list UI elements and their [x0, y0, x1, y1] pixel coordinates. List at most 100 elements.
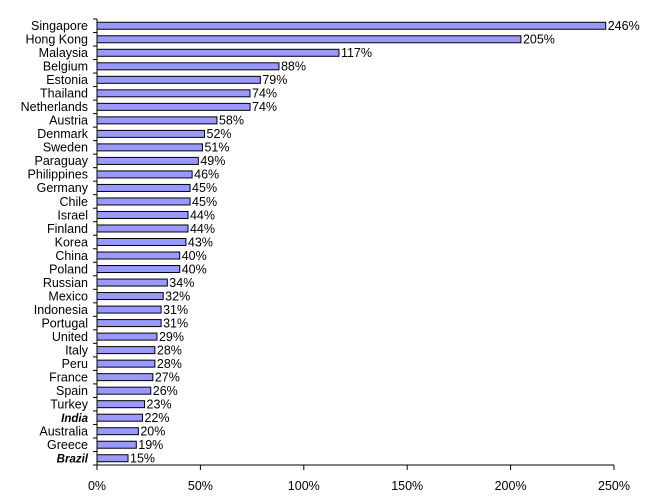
bar-united [96, 332, 158, 341]
value-label: 44% [190, 222, 215, 236]
value-label: 15% [130, 452, 155, 466]
category-label: Israel [57, 208, 88, 222]
value-label: 34% [169, 276, 194, 290]
bar-estonia [96, 75, 261, 84]
bar-germany [96, 183, 191, 192]
value-label: 74% [252, 87, 277, 101]
x-tick-label: 150% [391, 479, 423, 493]
value-label: 58% [219, 114, 244, 128]
category-label: Paraguay [34, 154, 88, 168]
bar-peru [96, 359, 156, 368]
bar-belgium [96, 62, 280, 71]
category-label: Malaysia [39, 46, 88, 60]
bar-denmark [96, 129, 206, 138]
value-label: 23% [147, 397, 172, 411]
category-label: Sweden [43, 141, 88, 155]
category-label: Netherlands [21, 100, 88, 114]
value-label: 22% [145, 411, 170, 425]
value-label: 31% [163, 316, 188, 330]
bar-singapore [96, 21, 607, 30]
value-label: 51% [204, 141, 229, 155]
category-label: Australia [39, 425, 88, 439]
category-label: Spain [56, 384, 88, 398]
value-label: 32% [165, 289, 190, 303]
value-label: 28% [157, 357, 182, 371]
bar-australia [96, 427, 139, 436]
x-tick-label: 50% [188, 479, 213, 493]
bar-spain [96, 386, 152, 395]
value-label: 27% [155, 370, 180, 384]
value-label: 88% [281, 60, 306, 74]
category-label: Singapore [31, 19, 88, 33]
category-label: Indonesia [34, 303, 88, 317]
category-label: Korea [55, 235, 88, 249]
bar-philippines [96, 170, 193, 179]
bar-france [96, 373, 154, 382]
x-tick-label: 200% [495, 479, 527, 493]
value-label: 45% [192, 181, 217, 195]
bars-group [96, 21, 607, 463]
value-label: 46% [194, 168, 219, 182]
x-tick-label: 100% [288, 479, 320, 493]
category-label: Germany [37, 181, 89, 195]
category-label: Turkey [50, 397, 88, 411]
axes-group: Singapore 246% Hong Kong 205% Malaysia 117% Be… [21, 18, 640, 493]
value-label: 40% [182, 249, 207, 263]
value-label: 49% [200, 154, 225, 168]
category-label: Denmark [37, 127, 88, 141]
bar-italy [96, 346, 156, 355]
category-label: India [61, 413, 88, 425]
value-label: 52% [207, 127, 232, 141]
bar-poland [96, 265, 181, 274]
category-label: Portugal [41, 316, 88, 330]
value-label: 74% [252, 100, 277, 114]
bar-turkey [96, 400, 146, 409]
bar-netherlands [96, 102, 251, 111]
category-label: Brazil [57, 454, 89, 466]
x-tick-label: 0% [88, 479, 106, 493]
bar-paraguay [96, 156, 199, 165]
category-label: Poland [49, 262, 88, 276]
bar-hong-kong [96, 35, 522, 44]
category-label: United [52, 330, 88, 344]
bar-chile [96, 197, 191, 206]
x-tick-label: 250% [598, 479, 630, 493]
category-label: Estonia [46, 73, 88, 87]
bar-finland [96, 224, 189, 233]
value-label: 40% [182, 262, 207, 276]
category-label: Italy [65, 343, 89, 357]
value-label: 20% [140, 425, 165, 439]
bar-russian [96, 278, 168, 287]
category-label: Austria [49, 114, 88, 128]
value-label: 43% [188, 235, 213, 249]
bar-austria [96, 116, 218, 125]
value-label: 205% [523, 33, 555, 47]
category-label: Chile [60, 195, 89, 209]
bar-india [96, 413, 143, 422]
bar-brazil [96, 454, 129, 463]
category-label: Finland [47, 222, 88, 236]
bar-indonesia [96, 305, 162, 314]
value-label: 28% [157, 343, 182, 357]
category-label: Thailand [40, 87, 88, 101]
bar-sweden [96, 143, 203, 152]
bar-korea [96, 238, 187, 246]
value-label: 31% [163, 303, 188, 317]
bar-malaysia [96, 48, 340, 57]
category-label: France [49, 370, 88, 384]
bar-greece [96, 440, 137, 449]
bar-china [96, 251, 181, 260]
value-label: 44% [190, 208, 215, 222]
category-label: Philippines [28, 168, 88, 182]
category-label: China [55, 249, 88, 263]
value-label: 26% [153, 384, 178, 398]
category-label: Russian [43, 276, 88, 290]
category-label: Mexico [48, 289, 88, 303]
category-label: Belgium [43, 60, 88, 74]
bar-mexico [96, 292, 164, 301]
category-label: Hong Kong [25, 33, 88, 47]
bar-israel [96, 210, 189, 219]
value-label: 79% [262, 73, 287, 87]
bar-thailand [96, 89, 251, 98]
